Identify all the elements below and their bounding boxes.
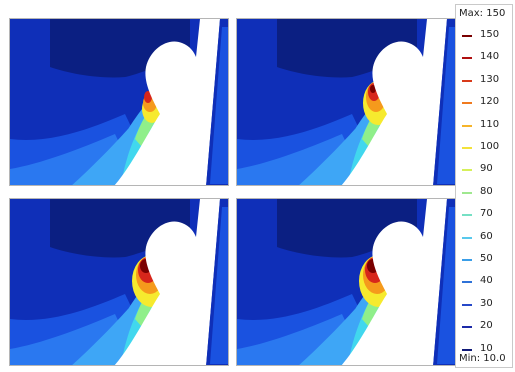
- legend-tick-swatch: [462, 303, 472, 306]
- contour-plot: [237, 19, 455, 185]
- legend-min-label: Min: 10.0: [459, 353, 506, 364]
- legend-tick-label: 10: [480, 342, 493, 354]
- legend-tick-swatch: [462, 169, 472, 172]
- color-legend: Max: 150 150 140 130 120 110 100 90 80 70 60 50 40 3…: [455, 4, 513, 368]
- legend-tick: 40: [460, 275, 512, 287]
- legend-tick-label: 90: [480, 163, 493, 175]
- legend-tick-swatch: [462, 259, 472, 261]
- legend-tick-label: 140: [480, 51, 500, 63]
- legend-tick-label: 80: [480, 185, 493, 197]
- legend-tick-swatch: [462, 124, 472, 127]
- legend-tick: 20: [460, 320, 512, 332]
- geometry-white-region: [114, 199, 220, 365]
- legend-tick-swatch: [462, 326, 472, 329]
- legend-tick: 50: [460, 253, 512, 265]
- legend-tick: 150: [460, 29, 512, 41]
- contour-plot: [10, 199, 228, 365]
- contour-panel-1: [9, 18, 229, 186]
- legend-tick-label: 60: [480, 230, 493, 242]
- legend-tick-label: 50: [480, 253, 493, 264]
- right-strip-inner: [210, 207, 228, 364]
- hotspot-contour: [144, 91, 152, 103]
- legend-max-label: Max: 150: [459, 8, 506, 19]
- legend-ticks: 150 140 130 120 110 100 90 80 70 60 50 40 30 20 10: [456, 5, 514, 369]
- geometry-white-region: [341, 199, 447, 365]
- legend-tick: 120: [460, 96, 512, 108]
- contour-plot: [10, 19, 228, 185]
- right-strip-inner: [210, 27, 228, 184]
- legend-tick-swatch: [462, 79, 472, 82]
- legend-tick: 90: [460, 163, 512, 175]
- legend-tick-swatch: [462, 57, 472, 60]
- contour-panel-2: [236, 18, 456, 186]
- contour-panel-4: [236, 198, 456, 366]
- hotspot-contour: [370, 85, 376, 93]
- contour-panel-3: [9, 198, 229, 366]
- legend-tick-swatch: [462, 281, 472, 284]
- legend-tick-label: 30: [480, 297, 493, 309]
- legend-tick-swatch: [462, 236, 472, 239]
- legend-tick: 30: [460, 297, 512, 310]
- contour-plot: [237, 199, 455, 365]
- legend-tick-label: 120: [480, 96, 500, 108]
- legend-tick: 70: [460, 208, 512, 220]
- legend-tick-label: 70: [480, 208, 493, 220]
- legend-tick: 80: [460, 185, 512, 198]
- right-strip-inner: [437, 207, 455, 364]
- legend-tick-label: 40: [480, 275, 493, 287]
- legend-tick: 60: [460, 230, 512, 243]
- legend-tick: 140: [460, 51, 512, 63]
- geometry-white-region: [341, 19, 447, 185]
- legend-tick-swatch: [462, 102, 472, 105]
- legend-tick-swatch: [462, 147, 472, 149]
- legend-tick-label: 150: [480, 29, 500, 40]
- legend-tick-swatch: [462, 191, 472, 194]
- geometry-white-region: [114, 19, 220, 185]
- legend-tick: 130: [460, 73, 512, 86]
- right-strip-inner: [437, 27, 455, 184]
- legend-tick-swatch: [462, 348, 472, 351]
- legend-tick-label: 100: [480, 141, 500, 152]
- legend-tick: 110: [460, 118, 512, 131]
- legend-tick-swatch: [462, 214, 472, 217]
- legend-tick-label: 110: [480, 118, 500, 130]
- legend-tick: 100: [460, 141, 512, 153]
- legend-tick-swatch: [462, 35, 472, 37]
- legend-tick-label: 20: [480, 320, 493, 332]
- legend-tick: 10: [460, 342, 512, 355]
- legend-tick-label: 130: [480, 73, 500, 85]
